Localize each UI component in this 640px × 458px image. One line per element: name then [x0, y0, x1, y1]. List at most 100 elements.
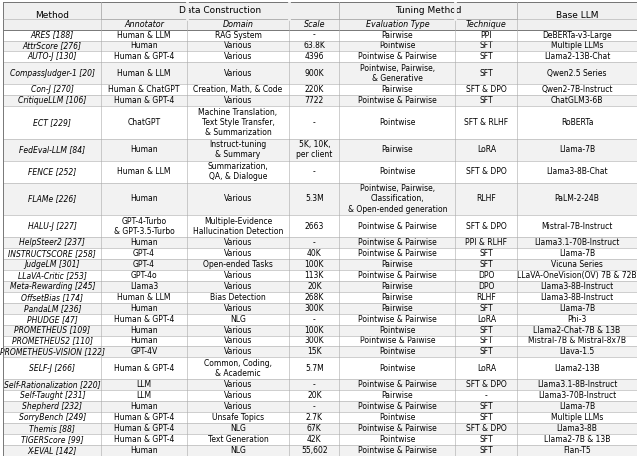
Text: Multiple-Evidence
Hallucination Detection: Multiple-Evidence Hallucination Detectio…	[193, 217, 283, 236]
Text: Pointwise & Paiwise: Pointwise & Paiwise	[360, 337, 435, 345]
Text: SFT & DPO: SFT & DPO	[466, 424, 507, 433]
Text: Vicuna Series: Vicuna Series	[551, 260, 603, 269]
Bar	[3, 325, 637, 336]
Text: LLM: LLM	[136, 391, 152, 400]
Text: Multiple LLMs: Multiple LLMs	[551, 42, 604, 50]
Bar	[3, 314, 637, 325]
Bar	[3, 183, 637, 215]
Text: Mistral-7B & Mistral-8x7B: Mistral-7B & Mistral-8x7B	[528, 337, 626, 345]
Text: NLG: NLG	[230, 424, 246, 433]
Text: FedEval-LLM [84]: FedEval-LLM [84]	[19, 145, 85, 154]
Text: Various: Various	[224, 326, 252, 334]
Bar	[3, 346, 637, 357]
Text: Pairwise: Pairwise	[381, 304, 413, 313]
Text: Pointwise: Pointwise	[379, 118, 415, 127]
Text: Llama3: Llama3	[130, 282, 158, 291]
Text: Data Construction: Data Construction	[179, 6, 261, 15]
Text: Llama2-7B & 13B: Llama2-7B & 13B	[544, 435, 610, 444]
Text: Flan-T5: Flan-T5	[563, 446, 591, 455]
Text: Pointwise & Pairwise: Pointwise & Pairwise	[358, 238, 436, 247]
Text: Pointwise: Pointwise	[379, 42, 415, 50]
Text: 40K: 40K	[307, 249, 322, 258]
Text: 4396: 4396	[305, 52, 324, 61]
Text: -: -	[313, 402, 316, 411]
Text: 220K: 220K	[305, 85, 324, 94]
Text: GPT-4-Turbo
& GPT-3.5-Turbo: GPT-4-Turbo & GPT-3.5-Turbo	[114, 217, 174, 236]
Text: SFT & RLHF: SFT & RLHF	[464, 118, 508, 127]
Bar	[3, 270, 637, 281]
Bar	[3, 237, 637, 248]
Text: Phi-3: Phi-3	[567, 315, 587, 324]
Text: Pointwise, Pairwise,
& Generative: Pointwise, Pairwise, & Generative	[360, 64, 435, 83]
Text: SFT: SFT	[479, 348, 493, 356]
Text: Various: Various	[224, 337, 252, 345]
Bar	[3, 30, 637, 40]
Text: 7722: 7722	[305, 96, 324, 105]
Text: Method: Method	[35, 11, 69, 21]
Text: Human: Human	[130, 304, 158, 313]
Text: LLaVA-OneVision(OV) 7B & 72B: LLaVA-OneVision(OV) 7B & 72B	[517, 271, 637, 280]
Bar	[3, 434, 637, 445]
Text: -: -	[313, 118, 316, 127]
Text: RLHF: RLHF	[477, 293, 496, 302]
Text: 5.3M: 5.3M	[305, 195, 324, 203]
Text: Pointwise & Pairwise: Pointwise & Pairwise	[358, 271, 436, 280]
Text: Pairwise: Pairwise	[381, 85, 413, 94]
Text: DeBERTa-v3-Large: DeBERTa-v3-Large	[542, 31, 612, 39]
Bar	[3, 248, 637, 259]
Text: 20K: 20K	[307, 282, 322, 291]
Text: Pairwise: Pairwise	[381, 31, 413, 39]
Text: 900K: 900K	[305, 69, 324, 78]
Bar	[3, 423, 637, 434]
Text: Qwen2.5 Series: Qwen2.5 Series	[547, 69, 607, 78]
Text: Llama3.1-8B-Instruct: Llama3.1-8B-Instruct	[537, 380, 617, 389]
Text: Human: Human	[130, 446, 158, 455]
Text: Common, Coding,
& Academic: Common, Coding, & Academic	[204, 359, 272, 378]
Text: 67K: 67K	[307, 424, 322, 433]
Text: Pointwise: Pointwise	[379, 364, 415, 373]
Text: Pointwise & Pairwise: Pointwise & Pairwise	[358, 96, 436, 105]
Text: Llama-7B: Llama-7B	[559, 304, 595, 313]
Text: Human & LLM: Human & LLM	[117, 31, 171, 39]
Text: OffsetBias [174]: OffsetBias [174]	[21, 293, 83, 302]
Text: Various: Various	[224, 282, 252, 291]
Text: Pairwise: Pairwise	[381, 282, 413, 291]
Text: Human & GPT-4: Human & GPT-4	[114, 364, 174, 373]
Text: 20K: 20K	[307, 391, 322, 400]
Text: Llama3.1-70B-Instruct: Llama3.1-70B-Instruct	[534, 238, 620, 247]
Text: Various: Various	[224, 69, 252, 78]
Text: 63.8K: 63.8K	[303, 42, 325, 50]
Bar	[3, 259, 637, 270]
Text: Pointwise & Pairwise: Pointwise & Pairwise	[358, 424, 436, 433]
Text: HALU-J [227]: HALU-J [227]	[28, 222, 77, 231]
Text: Llama2-Chat-7B & 13B: Llama2-Chat-7B & 13B	[534, 326, 621, 334]
Text: SFT: SFT	[479, 304, 493, 313]
Bar	[3, 2, 637, 30]
Text: SFT: SFT	[479, 413, 493, 422]
Text: 5K, 10K,
per client: 5K, 10K, per client	[296, 140, 333, 159]
Text: AttrScore [276]: AttrScore [276]	[23, 42, 82, 50]
Text: Summarization,
QA, & Dialogue: Summarization, QA, & Dialogue	[207, 162, 268, 181]
Text: Pointwise: Pointwise	[379, 413, 415, 422]
Text: Pointwise & Pairwise: Pointwise & Pairwise	[358, 249, 436, 258]
Text: Bias Detection: Bias Detection	[210, 293, 266, 302]
Text: 55,602: 55,602	[301, 446, 328, 455]
Text: Pairwise: Pairwise	[381, 145, 413, 154]
Bar	[3, 412, 637, 423]
Text: 300K: 300K	[305, 304, 324, 313]
Text: Pointwise: Pointwise	[379, 167, 415, 176]
Text: Scale: Scale	[303, 20, 325, 29]
Text: 2.7K: 2.7K	[306, 413, 323, 422]
Text: Shepherd [232]: Shepherd [232]	[22, 402, 83, 411]
Text: Human & GPT-4: Human & GPT-4	[114, 424, 174, 433]
Text: Pointwise & Pairwise: Pointwise & Pairwise	[358, 52, 436, 61]
Text: SorryBench [249]: SorryBench [249]	[19, 413, 86, 422]
Text: 15K: 15K	[307, 348, 322, 356]
Text: Base LLM: Base LLM	[556, 11, 598, 21]
Text: CompassJudger-1 [20]: CompassJudger-1 [20]	[10, 69, 95, 78]
Text: X-EVAL [142]: X-EVAL [142]	[28, 446, 77, 455]
Text: SFT: SFT	[479, 249, 493, 258]
Text: 113K: 113K	[305, 271, 324, 280]
Text: Multiple LLMs: Multiple LLMs	[551, 413, 604, 422]
Bar	[3, 445, 637, 456]
